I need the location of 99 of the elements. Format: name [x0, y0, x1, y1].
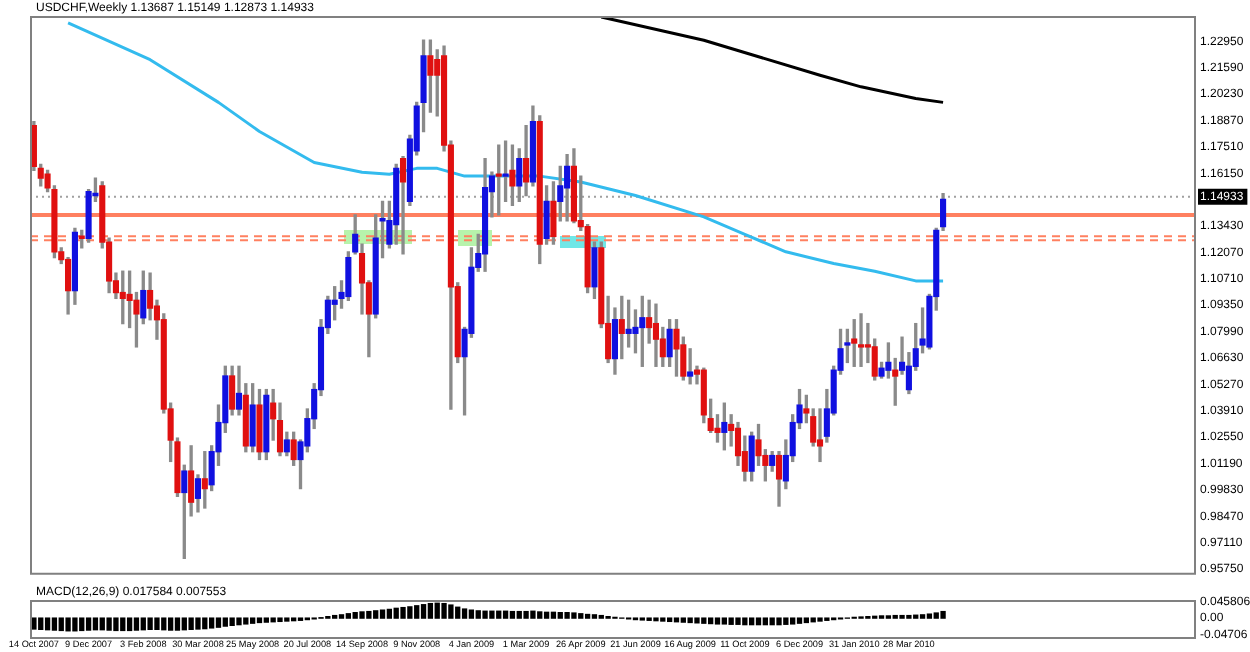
bar [680, 617, 686, 623]
bar [256, 617, 263, 624]
bar [701, 617, 707, 624]
bar [749, 617, 755, 626]
bar [933, 612, 939, 619]
bar [359, 611, 365, 619]
bar [352, 612, 358, 619]
bar [783, 617, 789, 625]
bar [379, 609, 386, 619]
bar [578, 613, 584, 619]
bar [243, 617, 249, 625]
bar [742, 617, 748, 626]
bar [502, 610, 509, 619]
bar [140, 617, 146, 631]
bar [427, 602, 434, 619]
bar [366, 610, 372, 619]
bar [65, 617, 71, 632]
bar [174, 617, 181, 631]
bar [755, 617, 762, 626]
bar [790, 617, 796, 625]
bar [926, 613, 933, 619]
bar [373, 610, 379, 619]
bar [714, 617, 721, 625]
bar [666, 617, 673, 623]
bar [434, 602, 440, 619]
bar [44, 617, 51, 631]
bar [263, 617, 269, 623]
bar [249, 617, 256, 624]
bar [229, 617, 235, 627]
bar [584, 613, 591, 619]
candlestick [857, 313, 865, 367]
bar [181, 617, 187, 631]
bar [694, 617, 700, 624]
bar [167, 617, 174, 631]
bar [728, 617, 734, 625]
bar [482, 610, 488, 619]
bar [208, 617, 215, 629]
bar [461, 608, 468, 619]
bar [803, 617, 810, 624]
bar [509, 610, 516, 619]
bar [420, 604, 427, 619]
bar [215, 617, 222, 628]
bar [673, 617, 680, 623]
bar [38, 617, 44, 631]
bar [161, 617, 167, 631]
bar [543, 611, 550, 619]
bar [721, 617, 727, 625]
bar [154, 617, 160, 631]
bar [58, 617, 64, 632]
bar [414, 605, 420, 619]
bar [113, 617, 119, 632]
bar [202, 617, 208, 630]
bar [99, 617, 105, 631]
bar [940, 610, 946, 619]
bar [188, 617, 194, 631]
bar [277, 617, 283, 623]
bar [796, 617, 803, 624]
bar [571, 612, 577, 619]
bar [564, 612, 570, 619]
bar [393, 607, 399, 619]
bar [106, 617, 112, 631]
bar [31, 617, 37, 630]
bar [51, 617, 58, 631]
bar [537, 611, 543, 619]
bar [386, 608, 393, 619]
bar [516, 610, 522, 619]
bar [126, 617, 133, 632]
bar [530, 610, 536, 619]
bar [72, 617, 78, 632]
bar [85, 617, 92, 631]
bar [147, 617, 153, 631]
bar [769, 617, 775, 626]
bar [557, 612, 563, 619]
bar [236, 617, 242, 626]
bar [441, 602, 447, 619]
bar [776, 617, 782, 626]
bar [468, 609, 475, 619]
bar [345, 613, 352, 619]
bar [735, 617, 741, 625]
bar [270, 617, 276, 623]
bar [550, 611, 557, 619]
bar [133, 617, 140, 631]
bar [496, 610, 502, 619]
bar [455, 606, 461, 619]
bar [120, 617, 126, 632]
bar [475, 610, 481, 619]
bar [222, 617, 228, 627]
bar [407, 606, 413, 619]
bar [92, 617, 99, 631]
bar [523, 610, 529, 619]
bar [195, 617, 201, 630]
bar [687, 617, 693, 624]
bar [762, 617, 768, 626]
bar [400, 606, 406, 619]
bar [489, 610, 495, 619]
bar [79, 617, 85, 632]
bar [708, 617, 714, 625]
bar [448, 604, 454, 619]
bar [810, 617, 816, 623]
